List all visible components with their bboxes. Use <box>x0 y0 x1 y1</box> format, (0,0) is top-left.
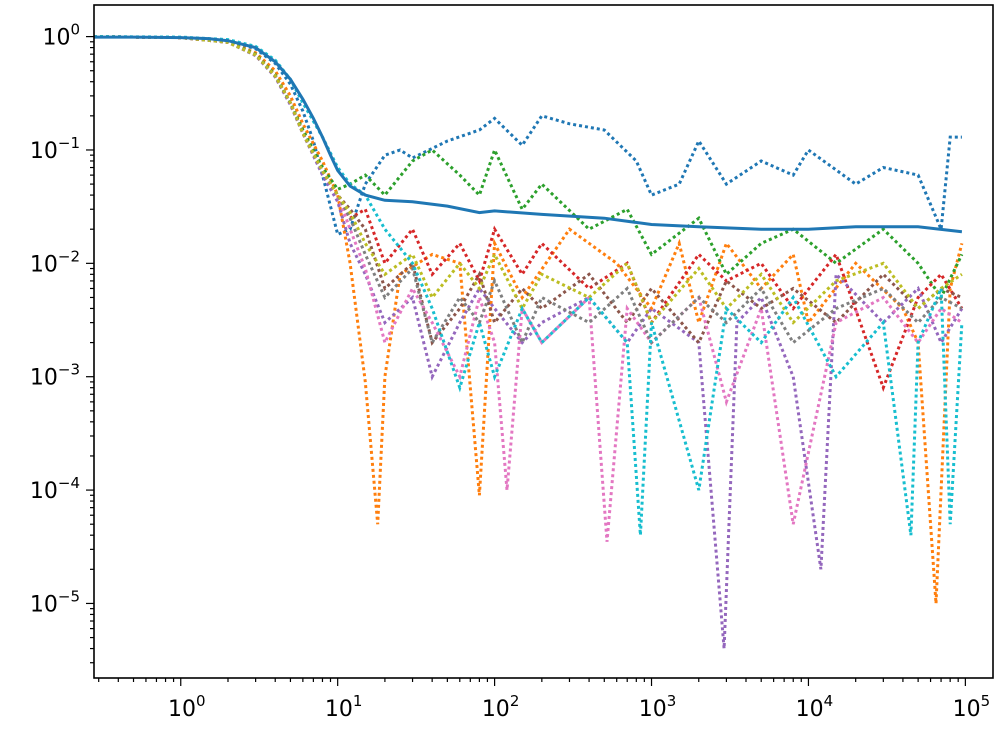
x-tick-label: 101 <box>325 692 363 722</box>
x-tick-label: 104 <box>796 692 834 722</box>
trace-line-8 <box>94 35 963 326</box>
y-axis-tick-labels: 100 10−1 10−2 10−3 10−4 10−5 <box>30 21 80 618</box>
y-tick-label: 100 <box>42 21 80 51</box>
mean-line <box>94 35 963 234</box>
x-tick-label: 103 <box>639 692 677 722</box>
trace-line-1 <box>94 35 964 604</box>
y-tick-label: 10−1 <box>30 134 80 164</box>
y-tick-label: 10−2 <box>30 247 80 277</box>
y-tick-label: 10−3 <box>30 361 80 391</box>
y-tick-label: 10−4 <box>30 474 80 504</box>
axes-frame <box>93 4 994 679</box>
axis-ticks <box>86 36 966 686</box>
x-axis-tick-labels: 100 101 102 103 104 105 <box>168 692 990 722</box>
y-tick-label: 10−5 <box>30 587 80 617</box>
trace-line-0 <box>94 35 962 237</box>
x-tick-label: 100 <box>168 692 206 722</box>
x-tick-label: 102 <box>482 692 520 722</box>
plot-area <box>94 35 964 649</box>
x-tick-label: 105 <box>953 692 991 722</box>
